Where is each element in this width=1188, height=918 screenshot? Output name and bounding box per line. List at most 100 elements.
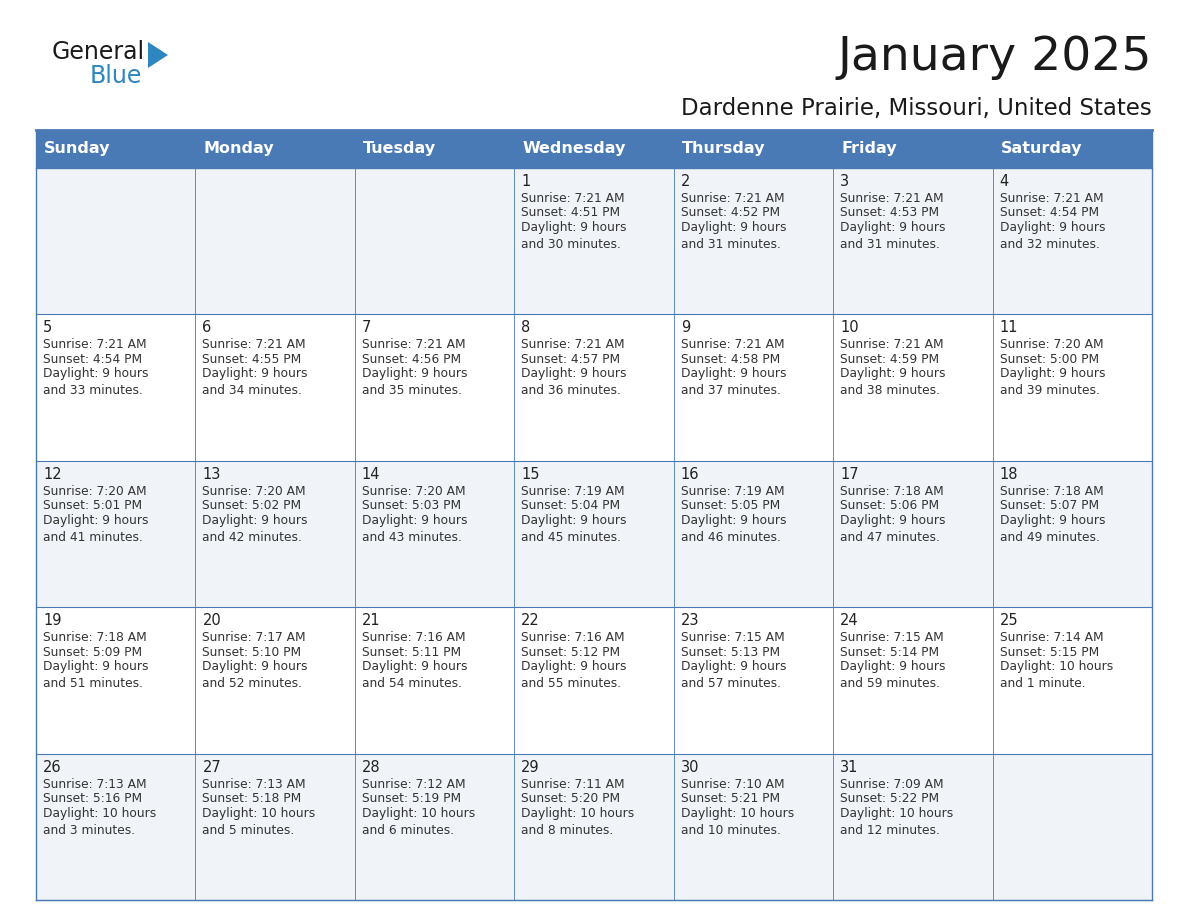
Text: 29: 29 xyxy=(522,759,539,775)
Text: Sunrise: 7:18 AM: Sunrise: 7:18 AM xyxy=(840,485,944,498)
Bar xyxy=(992,168,1152,314)
Text: Sunset: 5:11 PM: Sunset: 5:11 PM xyxy=(362,645,461,659)
Text: Daylight: 10 hours
and 5 minutes.: Daylight: 10 hours and 5 minutes. xyxy=(202,807,316,836)
Text: Daylight: 9 hours
and 32 minutes.: Daylight: 9 hours and 32 minutes. xyxy=(999,221,1105,251)
Text: January 2025: January 2025 xyxy=(838,36,1152,81)
Bar xyxy=(833,607,992,754)
Text: Daylight: 9 hours
and 31 minutes.: Daylight: 9 hours and 31 minutes. xyxy=(681,221,786,251)
Text: Sunrise: 7:20 AM: Sunrise: 7:20 AM xyxy=(362,485,466,498)
Text: Sunset: 5:22 PM: Sunset: 5:22 PM xyxy=(840,792,940,805)
Text: Sunset: 5:09 PM: Sunset: 5:09 PM xyxy=(43,645,143,659)
Bar xyxy=(514,754,674,900)
Text: Daylight: 9 hours
and 59 minutes.: Daylight: 9 hours and 59 minutes. xyxy=(840,660,946,690)
Text: 11: 11 xyxy=(999,320,1018,335)
Text: 26: 26 xyxy=(43,759,62,775)
Text: 25: 25 xyxy=(999,613,1018,628)
Text: Sunset: 4:58 PM: Sunset: 4:58 PM xyxy=(681,353,781,366)
Text: Sunrise: 7:16 AM: Sunrise: 7:16 AM xyxy=(362,632,466,644)
Bar xyxy=(196,168,355,314)
Text: Daylight: 9 hours
and 49 minutes.: Daylight: 9 hours and 49 minutes. xyxy=(999,514,1105,543)
Text: Sunrise: 7:09 AM: Sunrise: 7:09 AM xyxy=(840,778,943,790)
Bar xyxy=(196,130,355,168)
Bar xyxy=(674,607,833,754)
Text: Sunrise: 7:21 AM: Sunrise: 7:21 AM xyxy=(840,192,943,205)
Text: 23: 23 xyxy=(681,613,700,628)
Text: Daylight: 10 hours
and 1 minute.: Daylight: 10 hours and 1 minute. xyxy=(999,660,1113,690)
Text: Sunrise: 7:11 AM: Sunrise: 7:11 AM xyxy=(522,778,625,790)
Polygon shape xyxy=(148,42,168,68)
Text: Sunrise: 7:15 AM: Sunrise: 7:15 AM xyxy=(840,632,944,644)
Bar xyxy=(992,130,1152,168)
Bar xyxy=(514,130,674,168)
Text: Sunset: 5:02 PM: Sunset: 5:02 PM xyxy=(202,499,302,512)
Text: 6: 6 xyxy=(202,320,211,335)
Bar xyxy=(514,314,674,461)
Text: 14: 14 xyxy=(362,466,380,482)
Text: Sunset: 4:56 PM: Sunset: 4:56 PM xyxy=(362,353,461,366)
Text: Sunrise: 7:21 AM: Sunrise: 7:21 AM xyxy=(202,339,307,352)
Bar xyxy=(992,314,1152,461)
Text: Sunrise: 7:18 AM: Sunrise: 7:18 AM xyxy=(43,632,147,644)
Text: Sunrise: 7:21 AM: Sunrise: 7:21 AM xyxy=(681,339,784,352)
Bar xyxy=(196,754,355,900)
Text: Sunset: 4:53 PM: Sunset: 4:53 PM xyxy=(840,207,940,219)
Text: Sunrise: 7:17 AM: Sunrise: 7:17 AM xyxy=(202,632,307,644)
Text: Daylight: 9 hours
and 31 minutes.: Daylight: 9 hours and 31 minutes. xyxy=(840,221,946,251)
Text: Daylight: 9 hours
and 57 minutes.: Daylight: 9 hours and 57 minutes. xyxy=(681,660,786,690)
Text: Daylight: 9 hours
and 55 minutes.: Daylight: 9 hours and 55 minutes. xyxy=(522,660,627,690)
Text: 18: 18 xyxy=(999,466,1018,482)
Text: Daylight: 9 hours
and 30 minutes.: Daylight: 9 hours and 30 minutes. xyxy=(522,221,627,251)
Bar xyxy=(36,130,196,168)
Text: Sunrise: 7:21 AM: Sunrise: 7:21 AM xyxy=(522,339,625,352)
Text: 5: 5 xyxy=(43,320,52,335)
Text: Sunset: 5:15 PM: Sunset: 5:15 PM xyxy=(999,645,1099,659)
Text: 24: 24 xyxy=(840,613,859,628)
Text: 17: 17 xyxy=(840,466,859,482)
Bar xyxy=(196,461,355,607)
Bar xyxy=(36,607,196,754)
Text: Thursday: Thursday xyxy=(682,141,765,156)
Bar xyxy=(674,168,833,314)
Text: 15: 15 xyxy=(522,466,539,482)
Text: 2: 2 xyxy=(681,174,690,189)
Text: Wednesday: Wednesday xyxy=(523,141,626,156)
Text: Daylight: 9 hours
and 37 minutes.: Daylight: 9 hours and 37 minutes. xyxy=(681,367,786,397)
Bar xyxy=(674,461,833,607)
Text: Daylight: 9 hours
and 33 minutes.: Daylight: 9 hours and 33 minutes. xyxy=(43,367,148,397)
Text: Sunset: 5:18 PM: Sunset: 5:18 PM xyxy=(202,792,302,805)
Text: Sunrise: 7:19 AM: Sunrise: 7:19 AM xyxy=(522,485,625,498)
Bar xyxy=(833,168,992,314)
Text: Dardenne Prairie, Missouri, United States: Dardenne Prairie, Missouri, United State… xyxy=(681,96,1152,119)
Text: Blue: Blue xyxy=(90,64,143,88)
Text: Sunset: 5:20 PM: Sunset: 5:20 PM xyxy=(522,792,620,805)
Text: Sunset: 5:12 PM: Sunset: 5:12 PM xyxy=(522,645,620,659)
Bar xyxy=(992,754,1152,900)
Text: 12: 12 xyxy=(43,466,62,482)
Text: Sunset: 5:00 PM: Sunset: 5:00 PM xyxy=(999,353,1099,366)
Text: Sunset: 4:54 PM: Sunset: 4:54 PM xyxy=(999,207,1099,219)
Text: Daylight: 9 hours
and 54 minutes.: Daylight: 9 hours and 54 minutes. xyxy=(362,660,467,690)
Text: Sunrise: 7:16 AM: Sunrise: 7:16 AM xyxy=(522,632,625,644)
Text: 30: 30 xyxy=(681,759,700,775)
Text: Friday: Friday xyxy=(841,141,897,156)
Text: Sunset: 4:52 PM: Sunset: 4:52 PM xyxy=(681,207,779,219)
Text: 10: 10 xyxy=(840,320,859,335)
Text: Daylight: 9 hours
and 46 minutes.: Daylight: 9 hours and 46 minutes. xyxy=(681,514,786,543)
Text: 8: 8 xyxy=(522,320,531,335)
Text: 21: 21 xyxy=(362,613,380,628)
Text: Sunset: 5:06 PM: Sunset: 5:06 PM xyxy=(840,499,940,512)
Text: Daylight: 9 hours
and 36 minutes.: Daylight: 9 hours and 36 minutes. xyxy=(522,367,627,397)
Text: 19: 19 xyxy=(43,613,62,628)
Bar xyxy=(196,314,355,461)
Bar xyxy=(514,461,674,607)
Text: 1: 1 xyxy=(522,174,531,189)
Text: Sunset: 5:04 PM: Sunset: 5:04 PM xyxy=(522,499,620,512)
Text: Daylight: 9 hours
and 41 minutes.: Daylight: 9 hours and 41 minutes. xyxy=(43,514,148,543)
Text: Sunset: 5:21 PM: Sunset: 5:21 PM xyxy=(681,792,779,805)
Text: Sunset: 5:05 PM: Sunset: 5:05 PM xyxy=(681,499,781,512)
Text: Sunrise: 7:13 AM: Sunrise: 7:13 AM xyxy=(43,778,146,790)
Text: 16: 16 xyxy=(681,466,700,482)
Text: General: General xyxy=(52,40,145,64)
Text: Daylight: 10 hours
and 12 minutes.: Daylight: 10 hours and 12 minutes. xyxy=(840,807,954,836)
Text: Daylight: 10 hours
and 10 minutes.: Daylight: 10 hours and 10 minutes. xyxy=(681,807,794,836)
